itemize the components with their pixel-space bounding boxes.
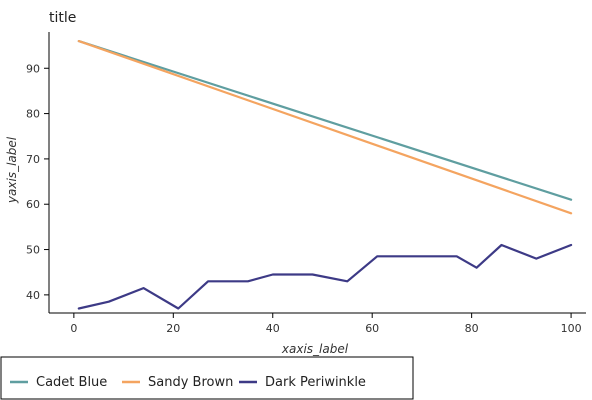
y-tick-label: 50 xyxy=(26,244,40,257)
x-tick-label: 80 xyxy=(465,322,479,335)
legend-label: Sandy Brown xyxy=(148,375,233,390)
legend-label: Cadet Blue xyxy=(36,375,107,390)
series-line-cadet-blue xyxy=(77,39,573,201)
plot-area xyxy=(77,39,573,310)
y-tick-label: 80 xyxy=(26,108,40,121)
x-axis-label: xaxis_label xyxy=(281,342,349,356)
x-tick-label: 100 xyxy=(561,322,582,335)
legend-label: Dark Periwinkle xyxy=(265,375,366,390)
legend-box xyxy=(0,356,414,400)
legend: Cadet Blue Sandy Brown Dark Periwinkle xyxy=(0,356,414,400)
series-line-sandy-brown xyxy=(77,39,573,215)
chart-title: title xyxy=(49,10,76,26)
y-axis-label: yaxis_label xyxy=(5,136,19,204)
x-tick-label: 60 xyxy=(365,322,379,335)
x-tick-label: 20 xyxy=(166,322,180,335)
y-tick-label: 60 xyxy=(26,198,40,211)
series-line-dark-periwinkle xyxy=(77,243,573,310)
y-tick-label: 70 xyxy=(26,153,40,166)
y-tick-label: 90 xyxy=(26,62,40,75)
y-tick-label: 40 xyxy=(26,289,40,302)
x-tick-label: 40 xyxy=(266,322,280,335)
axes: 0 20 40 60 80 100 40 50 60 70 80 90 xyxy=(26,32,586,335)
x-tick-label: 0 xyxy=(70,322,77,335)
